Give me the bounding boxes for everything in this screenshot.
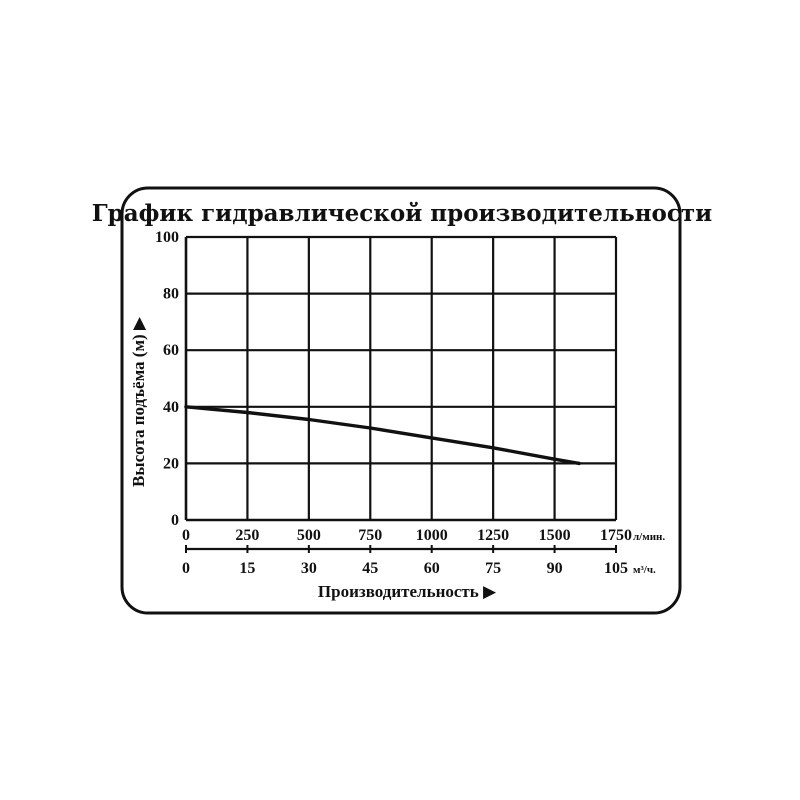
curve-point [491,446,495,450]
x-tick-label-secondary: 60 [424,560,440,577]
y-tick-label: 20 [163,455,179,472]
y-tick-label: 40 [163,399,179,416]
x-tick-label-secondary: 105 [604,560,628,577]
curve-point [368,426,372,430]
performance-curve [184,405,581,466]
x-unit-primary: л/мин. [633,531,665,543]
x-unit-secondary: м³/ч. [633,564,656,576]
curve-point [577,461,581,466]
x-axis-layer: 0 250 500 750 1000 1250 1500 1750 л/мин. 0 15 30 45 6… [182,527,665,577]
y-tick-label: 100 [155,229,179,246]
x-tick-label-secondary: 30 [301,560,317,577]
curve-point [307,417,311,422]
x-tick-label-primary: 1000 [416,527,448,544]
x-tick-label-primary: 0 [182,527,190,544]
x-tick-label-primary: 500 [297,527,321,544]
x-tick-label-primary: 1500 [539,527,571,544]
x-tick-label-primary: 750 [358,527,382,544]
x-tick-label-secondary: 75 [485,560,501,577]
y-tick-label: 0 [171,512,179,529]
x-tick-label-secondary: 15 [239,560,255,577]
series-layer [184,405,581,466]
x-tick-label-secondary: 0 [182,560,190,577]
y-tick-label: 60 [163,342,179,359]
grid-layer [184,235,618,522]
y-tick-label: 80 [163,286,179,303]
x-tick-label-primary: 1750 [600,527,632,544]
curve-point [184,405,188,409]
x-tick-label-primary: 1250 [477,527,509,544]
x-tick-label-secondary: 90 [547,560,563,577]
curve-point [430,436,434,440]
curve-point [552,457,557,461]
y-tick-labels: 0 20 40 60 80 100 [155,229,179,529]
curve-point [245,410,250,415]
y-axis-label: Высота подъёма (м) ▶ [129,316,148,487]
x-tick-label-primary: 250 [235,527,259,544]
x-axis-label: Производительность ▶ [318,582,497,601]
x-tick-label-secondary: 45 [362,560,378,577]
chart-frame [120,186,682,615]
chart-title: График гидравлической производительности [92,200,712,227]
